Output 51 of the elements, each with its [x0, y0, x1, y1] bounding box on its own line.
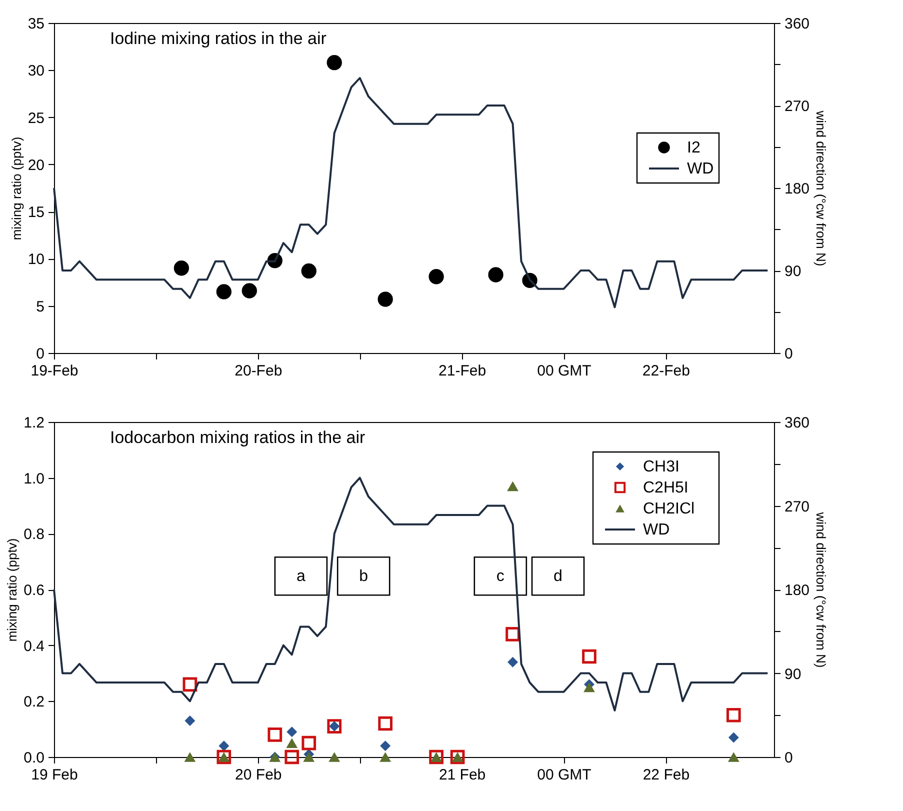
- chart-title: Iodocarbon mixing ratios in the air: [110, 428, 366, 447]
- legend-label: CH2ICl: [643, 500, 695, 518]
- x-tick-label: 20-Feb: [234, 362, 282, 380]
- annotation: a: [296, 568, 306, 586]
- y2-tick-label: 360: [784, 16, 810, 32]
- x-tick-label: 21-Feb: [438, 362, 486, 380]
- legend-label: WD: [643, 522, 670, 538]
- x-tick-label: 19 Feb: [31, 766, 78, 784]
- y2-tick-label: 270: [784, 98, 810, 115]
- y2-tick-label: 180: [784, 180, 810, 198]
- y-tick-label: 0: [36, 346, 44, 362]
- y-axis-title: mixing ratio (pptv): [8, 136, 24, 240]
- y2-tick-label: 180: [784, 582, 810, 599]
- y-tick-label: 0.2: [24, 694, 44, 711]
- x-tick-label: 00 GMT: [537, 362, 592, 380]
- x-tick-label: 19-Feb: [30, 362, 78, 380]
- y-tick-label: 1.0: [24, 470, 44, 488]
- y-tick-label: 10: [28, 251, 44, 268]
- legend-label: I2: [687, 140, 700, 156]
- y-tick-label: 0.8: [24, 526, 44, 544]
- y2-tick-label: 0: [784, 750, 793, 766]
- y-tick-label: 0.0: [24, 750, 44, 766]
- annotation: d: [554, 568, 562, 586]
- y2-axis-title: wind direction (°cw from N): [814, 110, 829, 266]
- y-axis-title: mixing ratio (pptv): [4, 538, 20, 642]
- y2-tick-label: 270: [784, 498, 810, 516]
- x-tick-label: 00 GMT: [537, 766, 592, 784]
- y-tick-label: 25: [28, 110, 44, 127]
- legend-label: WD: [687, 160, 714, 178]
- y-tick-label: 30: [28, 62, 44, 80]
- y2-tick-label: 0: [784, 346, 793, 362]
- legend-label: C2H5I: [643, 480, 688, 496]
- y2-tick-label: 90: [784, 263, 802, 280]
- y-tick-label: 0.4: [24, 638, 44, 655]
- y-tick-label: 1.2: [24, 414, 44, 432]
- y2-tick-label: 90: [784, 666, 802, 683]
- x-tick-label: 20 Feb: [235, 766, 282, 784]
- y-tick-label: 5: [36, 298, 44, 316]
- y-tick-label: 35: [28, 16, 44, 32]
- x-tick-label: 22-Feb: [642, 362, 690, 380]
- y2-axis-title: wind direction (°cw from N): [814, 511, 829, 668]
- y-tick-label: 20: [28, 156, 44, 174]
- x-tick-label: 22 Feb: [642, 766, 690, 784]
- annotation: b: [359, 568, 368, 586]
- y2-tick-label: 360: [784, 414, 810, 432]
- legend-label: CH3I: [643, 458, 680, 476]
- y-tick-label: 0.6: [24, 582, 44, 599]
- y-tick-label: 15: [28, 204, 44, 222]
- annotation: c: [496, 568, 504, 586]
- x-tick-label: 21 Feb: [438, 766, 486, 784]
- chart-title: Iodine mixing ratios in the air: [110, 29, 327, 48]
